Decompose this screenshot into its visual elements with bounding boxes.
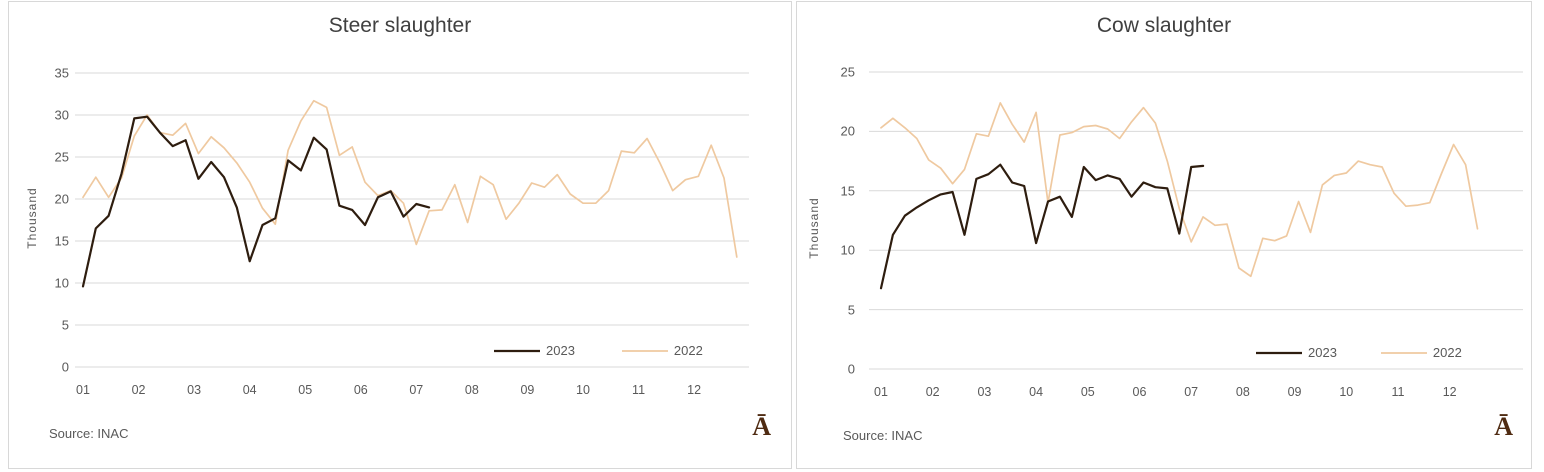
legend-item-2022: 2022 [621, 343, 703, 358]
x-axis-tick: 07 [409, 383, 424, 397]
legend-label: 2022 [673, 343, 703, 358]
y-axis-tick: 10 [840, 242, 855, 258]
x-axis-tick: 10 [1339, 385, 1354, 399]
y-axis-tick: 0 [61, 359, 69, 375]
y-axis-tick: 15 [54, 233, 69, 249]
x-axis-tick: 06 [353, 383, 368, 397]
y-axis-tick: 20 [840, 123, 855, 139]
y-axis-tick: 5 [847, 302, 855, 318]
legend-line-swatch [621, 349, 668, 352]
x-axis-tick: 05 [298, 383, 313, 397]
legend-line-swatch [1256, 351, 1302, 354]
legend-item-2022: 2022 [1380, 345, 1462, 360]
series-line-2022 [880, 102, 1479, 278]
series-line-2022 [82, 99, 738, 258]
x-axis-tick: 09 [1287, 385, 1302, 399]
y-axis-tick: 25 [54, 149, 69, 165]
y-axis-tick: 10 [54, 275, 69, 291]
legend-line-swatch [494, 349, 540, 352]
x-axis-tick: 02 [131, 383, 146, 397]
x-axis-tick: 03 [977, 385, 992, 399]
x-axis-tick: 08 [464, 383, 479, 397]
y-axis-tick: 5 [61, 317, 69, 333]
y-axis-tick: 15 [840, 183, 855, 199]
series-line-2023 [879, 163, 1205, 290]
source-note: Source: INAC [49, 426, 129, 441]
x-axis-tick: 12 [687, 383, 702, 397]
legend-item-2023: 2023 [1256, 345, 1337, 360]
x-axis-tick: 06 [1132, 385, 1147, 399]
x-axis-tick: 05 [1080, 385, 1095, 399]
chart-legend: 2023 2022 [1256, 345, 1462, 360]
legend-label: 2022 [1432, 345, 1462, 360]
cow-slaughter-chart-panel: Cow slaughter Thousand 0 5 10 15 20 25 01 02 03… [796, 1, 1532, 469]
x-axis-tick: 07 [1184, 385, 1199, 399]
x-axis-tick: 04 [1029, 385, 1044, 399]
x-axis-tick: 12 [1442, 385, 1457, 399]
x-axis-tick: 03 [187, 383, 202, 397]
legend-line-swatch [1380, 351, 1427, 354]
y-axis-tick: 35 [54, 65, 69, 81]
steer-slaughter-chart-panel: Steer slaughter Thousand 0 5 10 15 20 25 30 35 … [8, 1, 792, 469]
chart-title: Cow slaughter [1096, 14, 1232, 37]
legend-label: 2023 [546, 343, 575, 358]
x-axis-tick: 08 [1235, 385, 1250, 399]
cow-line-plot [869, 71, 1523, 370]
legend-label: 2023 [1308, 345, 1337, 360]
chart-title: Steer slaughter [328, 14, 472, 37]
steer-line-plot [75, 72, 749, 368]
x-axis-tick: 04 [242, 383, 257, 397]
x-axis-tick: 02 [925, 385, 940, 399]
x-axis-tick: 01 [874, 385, 888, 399]
x-axis-tick: 11 [1391, 385, 1405, 399]
chart-legend: 2023 2022 [494, 343, 703, 358]
y-axis-tick: 30 [54, 107, 69, 123]
y-axis-tick: 0 [847, 361, 855, 377]
x-axis-tick: 11 [632, 383, 646, 397]
legend-item-2023: 2023 [494, 343, 575, 358]
y-axis-tick: 25 [840, 64, 855, 80]
x-axis-tick: 09 [520, 383, 535, 397]
series-line-2023 [81, 115, 431, 288]
brand-logo: Ā [1494, 412, 1513, 441]
brand-logo: Ā [752, 412, 771, 441]
x-axis-tick: 10 [576, 383, 590, 397]
x-axis-tick: 01 [76, 383, 90, 397]
y-axis-tick: 20 [54, 191, 69, 207]
source-note: Source: INAC [843, 428, 923, 443]
